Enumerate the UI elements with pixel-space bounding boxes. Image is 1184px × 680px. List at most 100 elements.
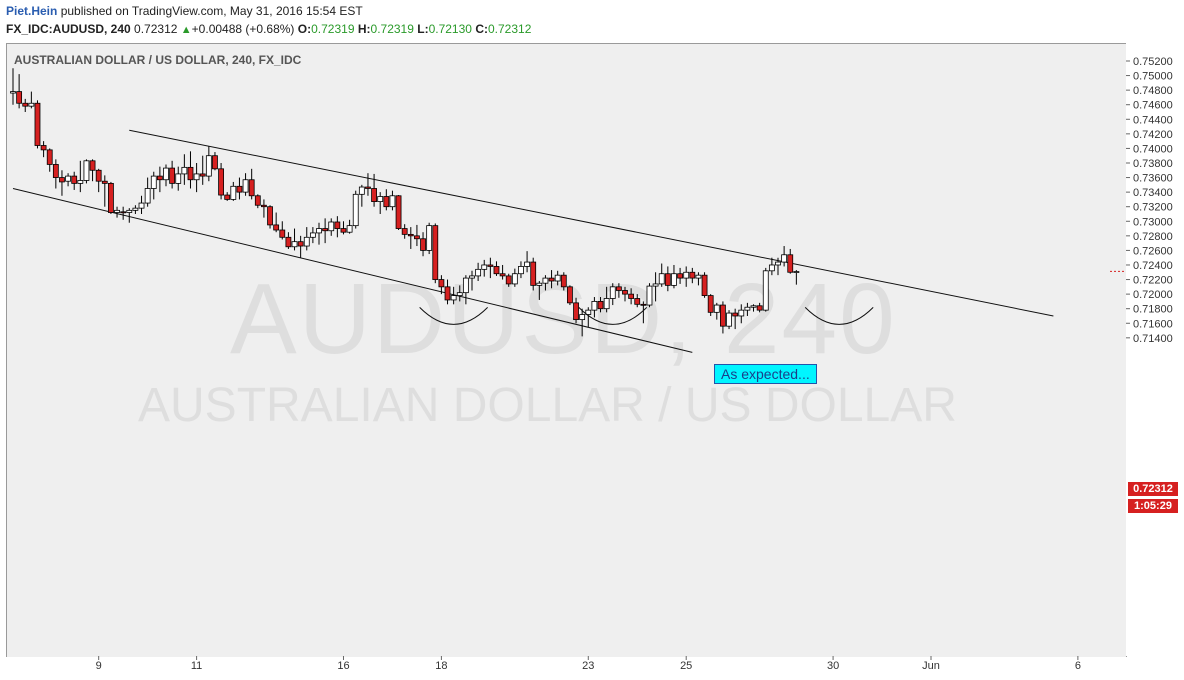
candle-body [22,102,29,107]
candle-body [205,155,212,177]
candle-body [726,312,732,327]
time-axis[interactable] [6,657,1127,680]
watermark-name: AUSTRALIAN DOLLAR / US DOLLAR [138,379,957,432]
candle-body [542,277,549,284]
candle-body [738,309,745,317]
candle-body [352,193,359,227]
candle-body [71,175,78,184]
candle-body [236,185,243,193]
y-tick-label: 0.71400 [1133,333,1173,345]
x-tick-label: 23 [582,660,594,672]
candle-body [126,209,133,213]
candle-body [328,221,335,232]
candle-body [444,286,451,301]
price-axis[interactable] [1126,43,1184,656]
candle-body [603,298,610,310]
candle-body [34,102,41,146]
y-tick-label: 0.73600 [1133,173,1173,185]
y-tick-label: 0.72000 [1133,289,1173,301]
candle-body [615,286,622,291]
y-tick-label: 0.73400 [1133,187,1173,199]
candle-body [597,301,604,310]
candle-body [316,228,322,234]
y-tick-label: 0.74800 [1133,85,1173,97]
candle-body [89,160,96,171]
candle-body [762,270,769,311]
change-value: +0.00488 (+0.68%) [191,22,295,36]
last-price-label: 0.72312 [1128,482,1178,496]
candle-body [781,254,788,263]
x-tick-label: 16 [337,660,349,672]
candle-body [346,225,353,233]
candle-body [701,274,708,296]
chart-header: Piet.Hein published on TradingView.com, … [0,0,1184,42]
candle-body [297,241,304,247]
candle-body [536,282,543,286]
candle-body [462,277,469,294]
countdown-label: 1:05:29 [1128,499,1178,513]
candle-body [95,169,102,182]
y-tick-label: 0.74400 [1133,114,1173,126]
author-link[interactable]: Piet.Hein [6,4,58,18]
candle-body [438,279,445,288]
candle-body [530,261,537,286]
candle-body [163,167,169,181]
candle-body [395,195,402,229]
candle-body [309,232,316,238]
candle-body [573,302,579,321]
candle-body [756,305,763,311]
open-value: 0.72319 [311,22,355,36]
candle-body [585,309,592,315]
candle-body [212,155,218,170]
bottom-arc [578,307,648,325]
candle-body [334,221,341,229]
candle-body [52,164,59,178]
candle-body [181,166,188,175]
candle-body [622,290,628,295]
bottom-arc [419,307,488,325]
x-tick-label: 6 [1075,660,1081,672]
candle-body [108,182,114,213]
candle-body [432,225,439,280]
candle-body [46,149,53,165]
candle-body [358,186,365,195]
candle-body [291,241,298,248]
candle-body [671,273,677,286]
candle-body [689,271,696,279]
candle-body [267,206,273,226]
candle-body [560,274,567,288]
candle-body [493,266,500,275]
plot-area[interactable] [6,43,1127,658]
candle-body [187,166,194,181]
high-label: H: [357,22,371,36]
candle-body [768,264,775,272]
candle-body [469,275,475,279]
candle-body [40,145,47,151]
candle-body [456,292,463,296]
y-tick-label: 0.73000 [1133,216,1173,228]
candle-body [407,233,414,237]
close-label: C: [475,22,488,36]
candle-body [144,188,151,204]
candle-body [83,160,90,181]
candle-body [199,173,206,177]
candle-body [499,273,506,277]
annotation-callout[interactable]: As expected... [714,364,817,384]
publish-info: published on TradingView.com, May 31, 20… [60,4,363,18]
x-tick-label: 30 [827,660,839,672]
candle-body [548,277,555,282]
candle-body [420,238,426,251]
chart-title: AUSTRALIAN DOLLAR / US DOLLAR, 240, FX_I… [14,53,302,67]
candle-body [273,224,280,231]
y-tick-label: 0.71600 [1133,318,1173,330]
candle-body [450,295,457,301]
candle-body [744,306,751,311]
candle-body [414,235,420,240]
open-label: O: [297,22,312,36]
price-value: 0.72312 [134,22,178,36]
upper-channel-line [129,129,1054,317]
candle-body [609,286,616,299]
plot-layer [10,68,1054,353]
x-tick-label: 25 [680,660,692,672]
candle-body [775,261,781,266]
